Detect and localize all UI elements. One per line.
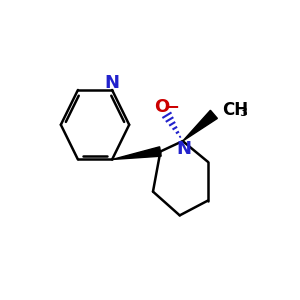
Text: CH: CH [222, 101, 248, 119]
Text: O: O [154, 98, 170, 116]
Text: 3: 3 [239, 106, 247, 119]
Polygon shape [183, 110, 218, 141]
Text: N: N [105, 74, 120, 92]
Text: N: N [176, 140, 191, 158]
Polygon shape [112, 147, 161, 160]
Text: −: − [165, 97, 179, 115]
